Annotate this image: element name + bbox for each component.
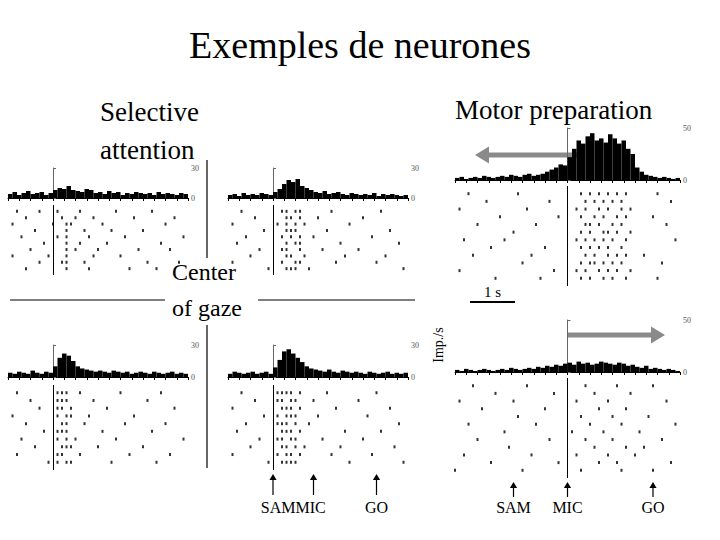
- svg-text:SAMMIC: SAMMIC: [261, 499, 326, 516]
- svg-text:0: 0: [411, 194, 415, 203]
- svg-text:50: 50: [683, 316, 691, 325]
- svg-text:MIC: MIC: [552, 499, 582, 516]
- svg-text:50: 50: [683, 124, 691, 133]
- svg-text:0: 0: [191, 194, 195, 203]
- svg-text:GO: GO: [641, 499, 664, 516]
- svg-text:0: 0: [683, 176, 687, 185]
- svg-text:0: 0: [411, 373, 415, 382]
- svg-text:30: 30: [191, 164, 199, 173]
- svg-text:30: 30: [191, 341, 199, 350]
- svg-text:Center: Center: [172, 259, 236, 285]
- svg-text:1 s: 1 s: [484, 284, 501, 300]
- svg-text:0: 0: [191, 373, 195, 382]
- svg-text:Selective: Selective: [100, 97, 199, 127]
- svg-text:attention: attention: [100, 135, 195, 165]
- svg-text:SAM: SAM: [496, 499, 531, 516]
- svg-text:0: 0: [683, 368, 687, 377]
- svg-text:Motor preparation: Motor preparation: [455, 95, 653, 125]
- svg-text:30: 30: [411, 341, 419, 350]
- svg-text:of gaze: of gaze: [172, 295, 242, 321]
- svg-text:30: 30: [411, 164, 419, 173]
- svg-text:Exemples de neurones: Exemples de neurones: [189, 24, 531, 66]
- svg-text:Imp./s: Imp./s: [431, 327, 446, 362]
- svg-text:GO: GO: [365, 499, 388, 516]
